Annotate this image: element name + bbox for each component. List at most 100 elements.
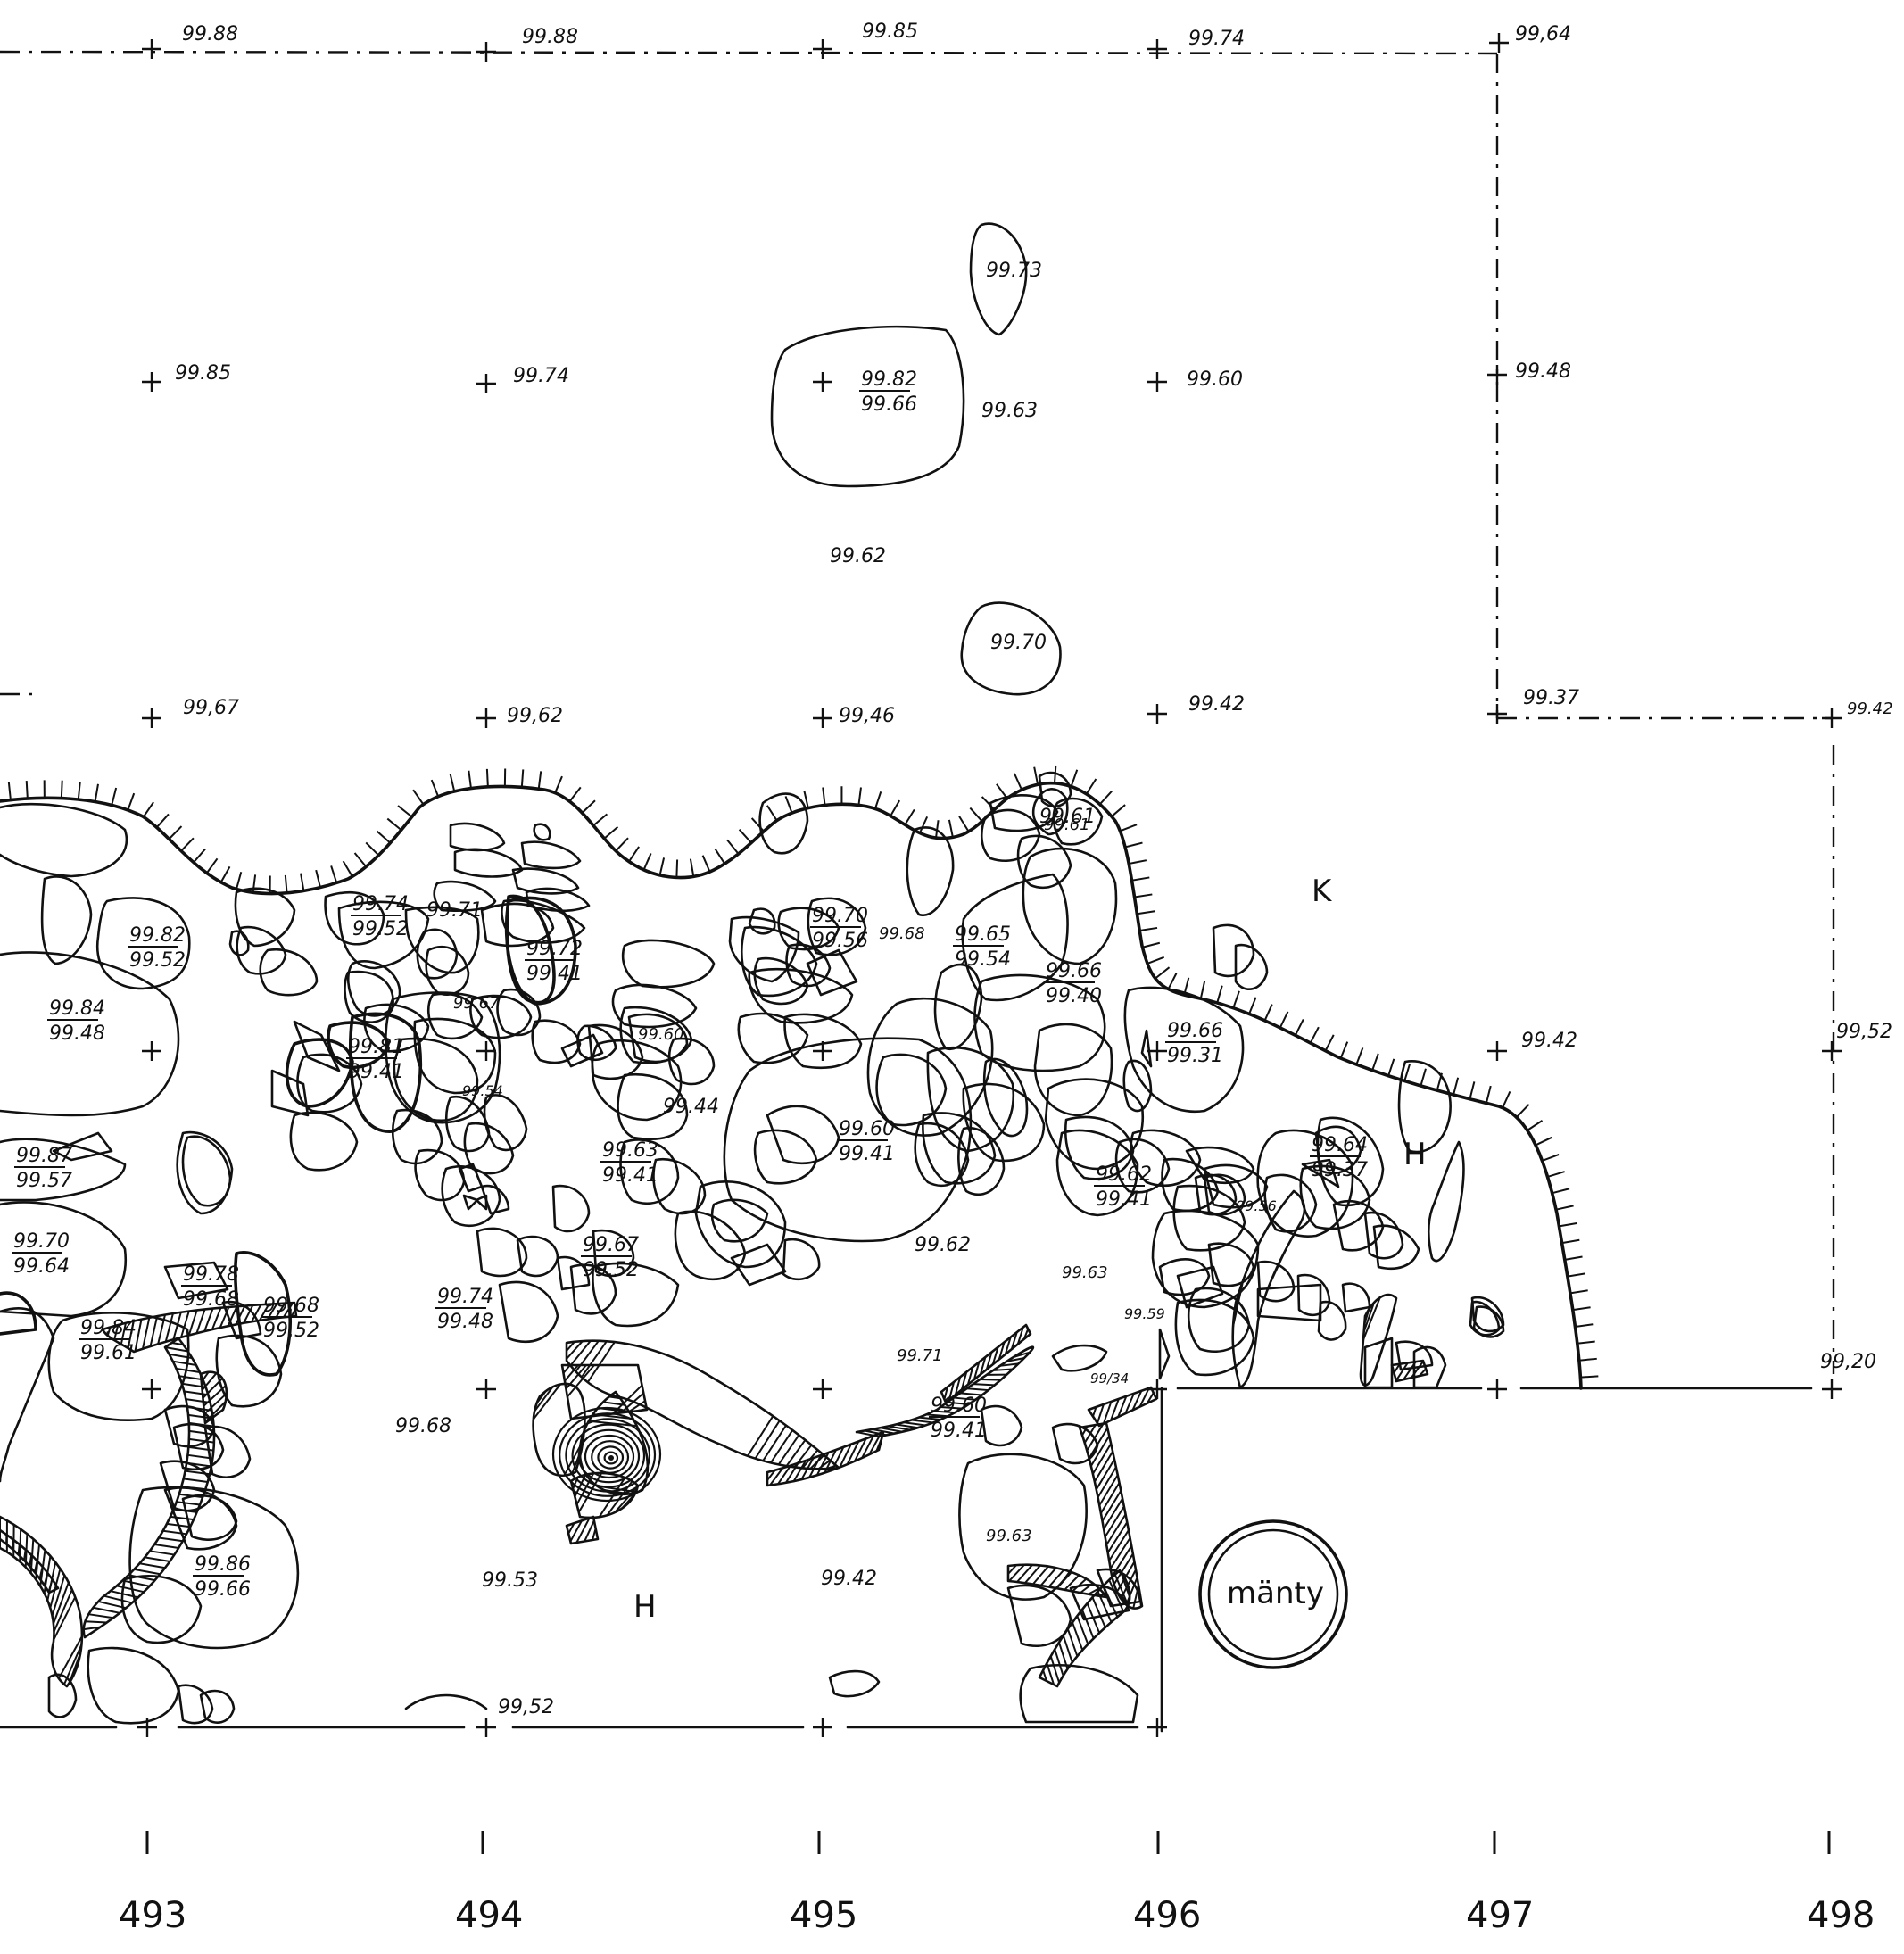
hachure xyxy=(1199,981,1206,999)
root-hatch xyxy=(985,1352,993,1370)
hachure xyxy=(1142,941,1161,948)
root-hatch xyxy=(1066,1628,1079,1657)
root-hatch xyxy=(1006,1357,1025,1362)
stone-bottom-elevation: 99.41 xyxy=(1096,1188,1152,1211)
root-hatch xyxy=(98,1600,127,1610)
root-hatch xyxy=(1062,1635,1073,1663)
root-hatch xyxy=(1120,1571,1131,1598)
hachure xyxy=(803,790,809,808)
grid-cross xyxy=(476,374,496,393)
elevation: 99.63 xyxy=(981,400,1038,422)
elevation: 99,62 xyxy=(507,705,563,727)
root-hatch xyxy=(636,1408,648,1412)
root-hatch xyxy=(1086,1602,1101,1634)
root-hatch xyxy=(184,1390,209,1396)
hachure xyxy=(1420,1068,1427,1087)
stones xyxy=(0,222,1505,1725)
elevation: 99/34 xyxy=(1090,1370,1129,1387)
root-hatch xyxy=(93,1606,120,1614)
root-hatch xyxy=(1106,1521,1129,1553)
stone-top-elevation: 99.84 xyxy=(80,1317,137,1339)
stone-bottom-elevation: 99.52 xyxy=(263,1320,319,1342)
root-hatch xyxy=(188,1421,214,1428)
root-hatch xyxy=(1013,1351,1031,1358)
hachure xyxy=(1577,1340,1595,1345)
elevations-row-5: 99,20 xyxy=(1820,1351,1876,1373)
root-hatch xyxy=(569,1519,583,1542)
hachure xyxy=(430,779,440,798)
root-hatch xyxy=(181,1382,206,1388)
stone-top-elevation: 99.61 xyxy=(1039,806,1096,828)
stone-bottom-elevation: 99.41 xyxy=(348,1061,404,1083)
root-hatch xyxy=(149,1315,159,1347)
root-hatch xyxy=(178,1493,203,1499)
x-axis: 493 494 495 496 497 498 xyxy=(119,1831,1875,1936)
root-hatch xyxy=(1032,1565,1049,1586)
elevation: 99.68 xyxy=(395,1415,451,1437)
hachure xyxy=(219,865,231,883)
stone-bottom-elevation: 99.48 xyxy=(49,1023,105,1045)
root-hatch xyxy=(219,1306,230,1329)
root-hatch xyxy=(1024,1564,1041,1584)
grid-cross xyxy=(1147,1718,1167,1737)
root-hatch xyxy=(142,1317,151,1349)
elevations-row-2: 99.85 99.74 99.60 99.48 xyxy=(175,360,1571,391)
grid-cross xyxy=(813,1379,832,1399)
hachure xyxy=(1502,1090,1511,1109)
root-hatch xyxy=(1108,1529,1130,1561)
hachure xyxy=(252,874,257,893)
stone-label: 99.84 99.61 xyxy=(79,1317,137,1364)
slope-edge xyxy=(0,765,1599,1390)
root-hatch xyxy=(203,1393,228,1415)
hachure xyxy=(592,813,608,827)
root-hatch xyxy=(567,1364,595,1398)
root-hatch xyxy=(1123,1577,1130,1590)
root-hatch xyxy=(825,1464,837,1470)
hachure xyxy=(180,837,195,852)
axis-label: 497 xyxy=(1466,1895,1534,1936)
stump-ring xyxy=(603,1451,619,1465)
root-hatch xyxy=(793,1444,813,1468)
hachure xyxy=(127,792,136,811)
stone-top-elevation: 99.62 xyxy=(1096,1163,1152,1186)
root-hatch xyxy=(1088,1427,1109,1459)
root-hatch xyxy=(1418,1368,1427,1377)
root-hatch xyxy=(584,1519,595,1542)
root-hatch xyxy=(1086,1423,1105,1452)
elevation: 99.85 xyxy=(862,21,918,43)
stone-top-elevation: 99.60 xyxy=(839,1118,895,1140)
root-hatch xyxy=(116,1585,145,1594)
stone-bottom-elevation: 99.41 xyxy=(526,963,583,985)
root-hatch xyxy=(903,1421,926,1427)
root-hatch xyxy=(979,1356,987,1375)
root-hatch xyxy=(85,1620,107,1624)
root-hatch xyxy=(259,1304,270,1321)
elevation: 99.67 xyxy=(453,994,500,1013)
grid-cross xyxy=(1487,1041,1507,1061)
hachure xyxy=(1535,1136,1552,1147)
stone-label: 99.66 99.40 xyxy=(1044,960,1102,1007)
stone-top-elevation: 99.72 xyxy=(526,938,583,960)
hachure xyxy=(1155,966,1171,980)
root-hatch xyxy=(566,1341,575,1352)
root-hatch xyxy=(1057,1642,1069,1669)
root-hatch xyxy=(1076,1615,1089,1645)
excavation-edges xyxy=(0,1387,1813,1733)
stone-labels: 99.7399.8299.6699.7099.8299.5299.8499.48… xyxy=(12,260,1368,1601)
root-hatch xyxy=(1138,1387,1150,1408)
stone-bottom-elevation: 99.52 xyxy=(352,918,409,940)
hachure xyxy=(94,783,99,802)
elevation: 99.42 xyxy=(1188,693,1245,716)
root-hatch xyxy=(172,1360,196,1366)
root-hatch xyxy=(63,1644,83,1685)
hachure xyxy=(412,789,425,806)
stone-bottom-elevation: 99.54 xyxy=(955,948,1011,971)
root-hatch xyxy=(88,1613,114,1619)
root-hatch xyxy=(1092,1406,1097,1417)
root-hatch xyxy=(251,1304,262,1322)
stone-bottom-elevation: 99.48 xyxy=(437,1311,493,1333)
root-hatch xyxy=(195,1309,206,1334)
hachure xyxy=(205,857,219,874)
